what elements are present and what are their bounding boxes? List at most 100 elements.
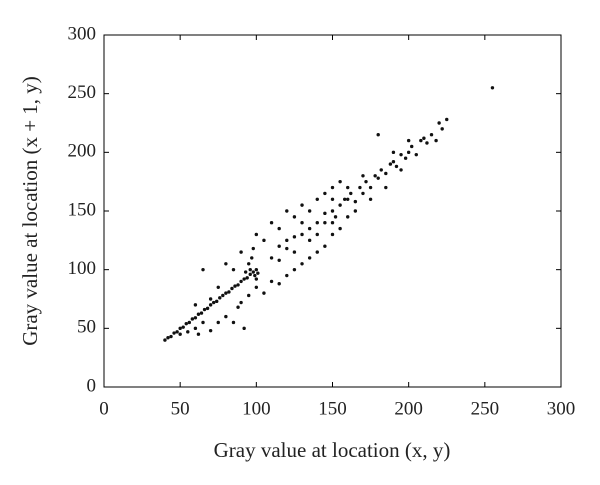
point xyxy=(208,328,213,333)
point xyxy=(175,330,179,334)
point xyxy=(346,215,350,219)
point xyxy=(224,291,228,295)
point xyxy=(254,277,259,281)
point xyxy=(292,235,297,239)
point xyxy=(292,250,297,254)
point xyxy=(193,316,198,320)
point xyxy=(262,238,266,243)
point xyxy=(285,238,289,243)
point xyxy=(233,284,237,288)
y-tick-label: 50 xyxy=(77,317,96,338)
point xyxy=(224,314,228,319)
point xyxy=(218,296,222,300)
point xyxy=(399,168,403,172)
point xyxy=(307,238,312,243)
x-tick-label: 300 xyxy=(547,398,576,419)
point xyxy=(300,232,304,237)
point xyxy=(277,244,281,248)
point xyxy=(239,250,243,254)
point xyxy=(205,306,210,311)
point xyxy=(202,307,207,312)
x-tick-label: 0 xyxy=(99,398,109,419)
point xyxy=(251,246,255,251)
point xyxy=(172,331,176,335)
point xyxy=(247,293,251,298)
point xyxy=(414,152,418,157)
x-axis-title: Gray value at location (x, y) xyxy=(214,438,451,462)
point xyxy=(490,86,495,90)
point xyxy=(353,199,358,204)
point xyxy=(373,174,377,178)
point xyxy=(181,325,185,329)
point xyxy=(245,276,249,280)
point xyxy=(315,197,319,201)
point xyxy=(248,272,252,277)
point xyxy=(300,262,304,266)
point xyxy=(323,244,327,248)
y-tick-label: 100 xyxy=(68,258,97,279)
point xyxy=(243,270,248,274)
point xyxy=(353,209,358,213)
point xyxy=(384,171,388,176)
point xyxy=(230,286,234,291)
point xyxy=(307,209,312,213)
point xyxy=(403,156,408,160)
y-tick-label: 250 xyxy=(68,82,97,103)
point xyxy=(277,258,281,262)
point xyxy=(384,185,388,190)
point xyxy=(285,209,289,213)
point xyxy=(346,197,350,201)
point xyxy=(330,185,335,190)
point xyxy=(422,136,426,140)
point xyxy=(330,221,335,225)
point xyxy=(190,317,195,321)
point xyxy=(361,174,365,178)
point xyxy=(224,262,228,266)
point xyxy=(254,232,259,237)
point xyxy=(394,164,399,169)
point xyxy=(193,326,198,331)
point xyxy=(269,279,274,284)
point xyxy=(338,226,342,231)
point xyxy=(208,297,213,301)
point xyxy=(307,226,312,231)
point xyxy=(434,138,438,143)
point xyxy=(242,326,246,331)
point xyxy=(163,338,167,342)
x-tick-label: 50 xyxy=(171,398,190,419)
point xyxy=(358,185,362,190)
point xyxy=(361,191,365,196)
point xyxy=(388,162,393,166)
point xyxy=(391,160,396,164)
point xyxy=(196,312,201,316)
point xyxy=(307,256,312,260)
point xyxy=(445,117,449,122)
point xyxy=(201,320,205,325)
point xyxy=(227,290,231,294)
point xyxy=(406,138,411,143)
point xyxy=(253,273,257,278)
x-tick-label: 250 xyxy=(471,398,500,419)
point xyxy=(248,267,252,272)
point xyxy=(300,203,304,207)
point xyxy=(315,250,319,254)
point xyxy=(300,221,304,225)
point xyxy=(285,273,289,278)
x-tick-label: 100 xyxy=(242,398,271,419)
point xyxy=(239,279,243,284)
point xyxy=(338,203,342,207)
point xyxy=(211,300,216,305)
point xyxy=(399,152,403,157)
point xyxy=(368,185,373,190)
point xyxy=(342,197,347,201)
point xyxy=(269,256,274,260)
point xyxy=(338,179,342,184)
point xyxy=(186,330,190,334)
point xyxy=(437,121,441,125)
point xyxy=(425,141,429,145)
x-tick-label: 200 xyxy=(394,398,423,419)
point xyxy=(292,215,297,219)
y-tick-label: 150 xyxy=(68,199,97,220)
point xyxy=(292,267,297,272)
point xyxy=(269,221,274,225)
